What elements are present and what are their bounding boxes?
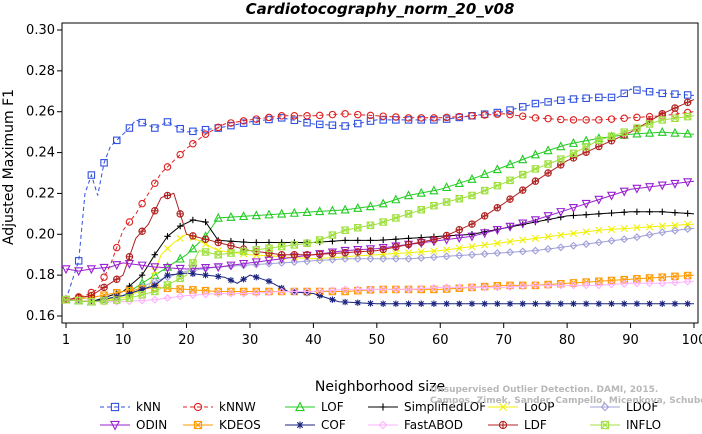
series-odin (61, 178, 695, 277)
series-markers-inflo (62, 112, 692, 306)
y-tick-label: 0.18 (26, 268, 55, 283)
series-markers-ldf (62, 98, 692, 304)
legend-item-kdeos: KDEOS (183, 418, 261, 432)
y-tick-label: 0.16 (26, 309, 55, 324)
legend-marker (193, 402, 203, 412)
x-tick-label: 90 (622, 333, 639, 348)
x-tick-label: 100 (682, 333, 702, 348)
series-markers-odin (61, 178, 693, 277)
legend-label: SimplifiedLOF (404, 400, 486, 414)
y-tick-label: 0.24 (26, 146, 55, 161)
watermark-line-1: Unsupervised Outlier Detection. DAMI, 20… (430, 385, 658, 395)
legend-label: ODIN (136, 418, 167, 432)
series-markers-loop (62, 220, 692, 306)
series-cof (62, 270, 694, 307)
y-axis-label: Adjusted Maximum F1 (1, 89, 17, 245)
legend-item-inflo: INFLO (590, 418, 661, 432)
series-markers-simplifiedlof (62, 208, 691, 305)
legend-label: KDEOS (219, 418, 261, 432)
y-tick-label: 0.26 (26, 105, 55, 120)
x-axis: 1 10 20 30 40 50 60 70 80 90 100 (62, 323, 702, 348)
legend-item-knnw: kNNW (183, 400, 256, 414)
plot-area (61, 22, 699, 324)
legend: kNN kNNW LOF SimplifiedLOF LoOP LDOF ODIN KDEOS… (100, 400, 661, 432)
x-tick-label: 80 (559, 333, 576, 348)
legend-marker (498, 420, 508, 430)
series-simplifiedlof (62, 208, 695, 305)
x-tick-label: 20 (178, 333, 195, 348)
legend-item-fastabod: FastABOD (368, 418, 463, 432)
legend-label: FastABOD (404, 418, 463, 432)
legend-item-ldof: LDOF (590, 400, 658, 414)
legend-label: LDOF (626, 400, 658, 414)
legend-label: LDF (524, 418, 547, 432)
legend-label: kNN (136, 400, 161, 414)
legend-marker (110, 420, 120, 431)
watermark-line-2: Campos, Zimek, Sander, Campello, Micenko… (430, 396, 702, 406)
series-fastabod (62, 277, 695, 306)
legend-label: kNNW (219, 400, 256, 414)
y-tick-label: 0.22 (26, 186, 55, 201)
legend-marker (379, 403, 387, 411)
legend-item-knn: kNN (100, 400, 161, 414)
series-line-lof (65, 131, 695, 303)
legend-marker (600, 420, 610, 430)
x-tick-label: 60 (432, 333, 449, 348)
legend-item-cof: COF (285, 418, 346, 432)
legend-marker (296, 421, 304, 429)
legend-item-ldf: LDF (488, 418, 547, 432)
y-axis: 0.16 0.18 0.20 0.22 0.24 0.26 0.28 0.30 (26, 23, 62, 324)
legend-marker (378, 420, 388, 430)
series-markers-cof (62, 270, 691, 307)
y-tick-label: 0.28 (26, 64, 55, 79)
y-tick-label: 0.20 (26, 227, 55, 242)
y-tick-label: 0.30 (26, 23, 55, 38)
legend-label: INFLO (626, 418, 661, 432)
x-tick-label: 30 (242, 333, 259, 348)
legend-marker (110, 402, 120, 412)
legend-marker (295, 401, 305, 412)
x-tick-label: 1 (62, 333, 70, 348)
x-tick-label: 50 (369, 333, 386, 348)
legend-item-odin: ODIN (100, 418, 167, 432)
series-group (61, 86, 695, 307)
series-knn (62, 86, 695, 304)
legend-label: COF (321, 418, 346, 432)
series-inflo (62, 112, 695, 306)
legend-marker (600, 402, 610, 412)
x-tick-label: 10 (115, 333, 132, 348)
chart-title: Cardiotocography_norm_20_v08 (246, 0, 515, 18)
legend-label: LoOP (524, 400, 555, 414)
x-axis-label: Neighborhood size (315, 379, 445, 395)
legend-label: LOF (321, 400, 344, 414)
x-tick-label: 40 (305, 333, 322, 348)
x-tick-label: 70 (495, 333, 512, 348)
legend-item-loop: LoOP (488, 400, 555, 414)
legend-marker (193, 420, 203, 430)
series-markers-knn (62, 86, 692, 304)
legend-item-simplifiedlof: SimplifiedLOF (368, 400, 486, 414)
plot-frame (61, 22, 699, 324)
legend-item-lof: LOF (285, 400, 344, 414)
legend-marker (499, 403, 507, 411)
